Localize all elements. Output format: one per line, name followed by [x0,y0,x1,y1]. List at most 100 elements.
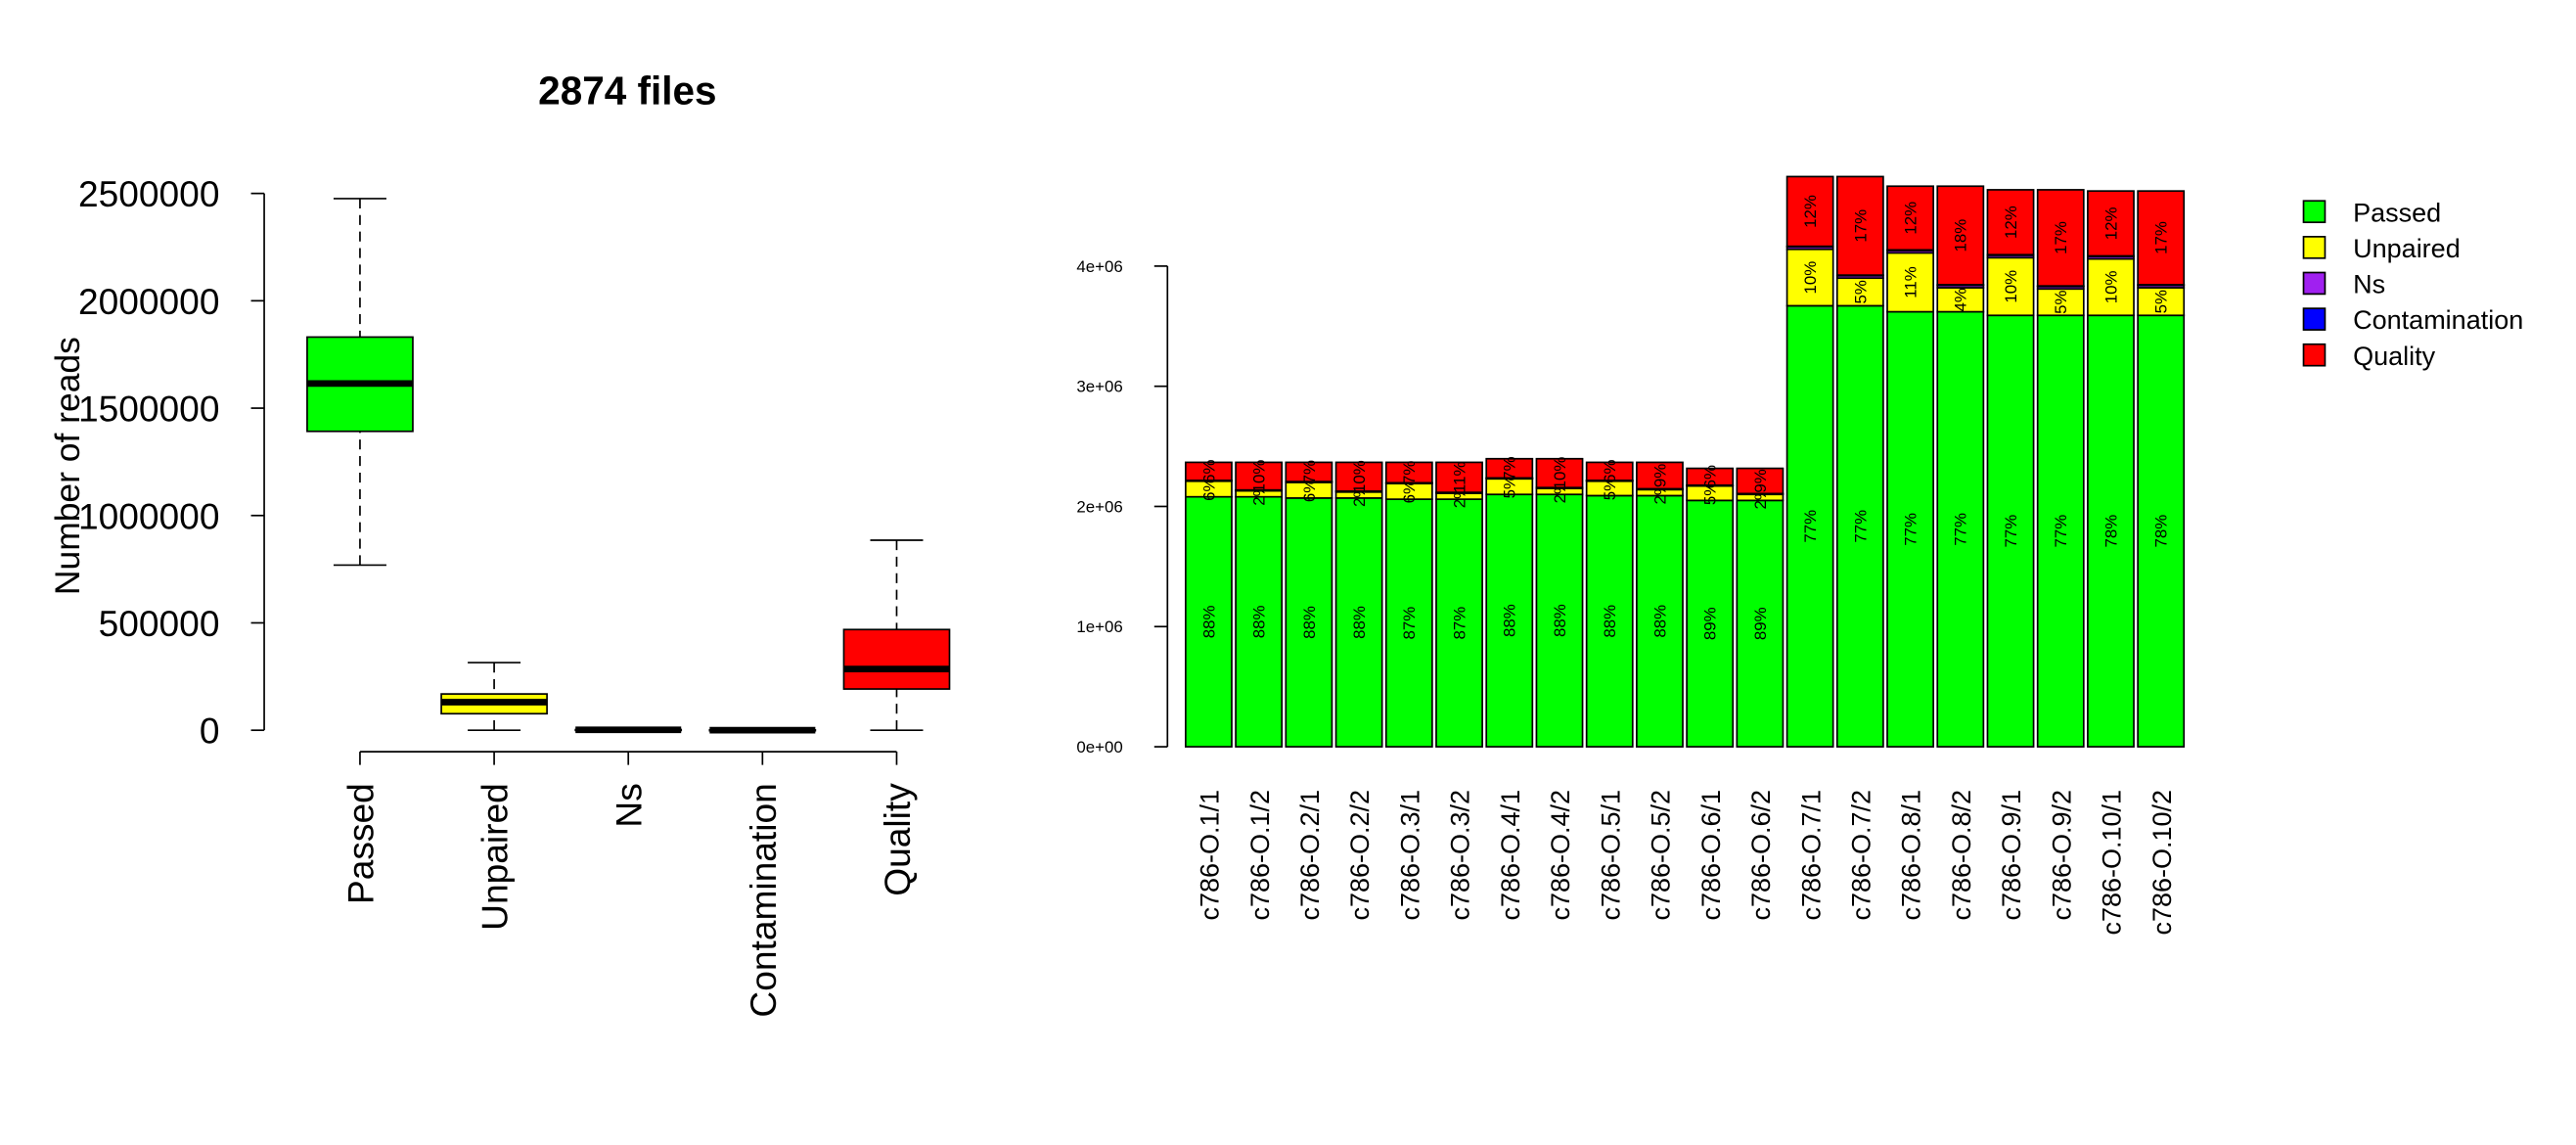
y-tick-label: 1000000 [78,495,220,536]
x-tick-label: c786-O.6/2 [1746,790,1776,921]
percent-label: 4% [1952,288,1970,311]
x-tick-label: c786-O.8/1 [1897,790,1926,921]
x-tick-label: c786-O.5/2 [1647,790,1676,921]
bar-segment [1585,461,1634,481]
x-tick-label: c786-O.7/2 [1846,790,1876,921]
bar-segment [2137,190,2186,286]
bar-segment [1585,494,1634,748]
percent-label: 6% [1300,479,1319,502]
y-tick-label: 3e+06 [1076,378,1122,396]
percent-label: 87% [1450,607,1469,640]
x-tick-label: c786-O.1/2 [1245,790,1275,921]
percent-label: 10% [1250,460,1269,493]
percent-label: 12% [2002,206,2020,239]
x-tick-label: c786-O.2/2 [1345,790,1375,921]
bar-segment [1185,461,1233,481]
bar-segment [1485,493,1534,748]
bar-segment [1835,277,1884,307]
percent-label: 77% [2052,515,2070,548]
percent-label: 6% [1601,459,1619,482]
percent-label: 10% [2101,271,2120,304]
x-tick-label: c786-O.7/1 [1796,790,1826,921]
bar-segment [1636,461,1684,490]
x-tick-label: c786-O.3/1 [1395,790,1424,921]
bar-segment [1686,499,1735,748]
percent-label: 5% [1701,481,1720,505]
x-tick-label: Passed [339,783,381,904]
x-tick-label: c786-O.4/2 [1546,790,1575,921]
y-tick-label: 0e+00 [1076,738,1122,756]
percent-label: 88% [1350,606,1369,639]
bar-segment [2036,189,2085,288]
percent-label: 7% [1501,456,1519,480]
percent-label: 89% [1751,607,1770,640]
x-tick-label: c786-O.1/1 [1196,790,1225,921]
bar-segment [1334,461,1383,492]
percent-label: 5% [1851,280,1870,303]
percent-label: 12% [1801,195,1820,228]
percent-label: 88% [1650,605,1669,638]
percent-label: 88% [1601,605,1619,638]
bar-segment [1785,175,1834,248]
legend-swatch [2302,307,2327,331]
percent-label: 77% [1801,510,1820,543]
y-tick-label: 2500000 [78,173,220,214]
percent-label: 78% [2101,515,2120,548]
percent-label: 77% [1901,513,1920,546]
bar-segment [1835,304,1884,748]
percent-label: 6% [1199,477,1218,500]
percent-label: 12% [1901,202,1920,235]
x-tick-label: c786-O.8/2 [1947,790,1976,921]
x-tick-label: c786-O.6/1 [1696,790,1726,921]
percent-label: 10% [1551,457,1569,490]
percent-label: 18% [1952,219,1970,252]
percent-label: 9% [1650,464,1669,487]
percent-label: 88% [1300,606,1319,639]
percent-label: 6% [1701,465,1720,488]
legend-swatch [2302,271,2327,296]
bar-segment [1936,287,1985,313]
legend-label: Ns [2353,270,2385,299]
legend-swatch [2302,200,2327,224]
bar-segment [1334,497,1383,748]
bar-segment [1736,467,1785,495]
percent-label: 5% [2152,290,2171,313]
percent-label: 5% [1601,477,1619,500]
legend-label: Quality [2353,342,2436,371]
legend-label: Unpaired [2353,234,2461,263]
bar-segment [2036,288,2085,317]
percent-label: 10% [1350,460,1369,493]
bar-segment [1535,493,1584,748]
percent-label: 5% [1501,475,1519,498]
x-tick-label: c786-O.9/2 [2047,790,2076,921]
bar-segment [1986,314,2035,748]
bar-segment [1435,498,1483,748]
percent-label: 88% [1501,604,1519,637]
x-tick-label: Contamination [743,783,784,1017]
bar-segment [2087,257,2135,317]
percent-label: 10% [2002,270,2020,303]
percent-label: 78% [2152,515,2171,548]
percent-label: 17% [2052,221,2070,254]
bar-segment [1636,494,1684,748]
x-tick-label: c786-O.4/1 [1496,790,1525,921]
percent-label: 7% [1400,461,1419,484]
y-tick-label: 1e+06 [1076,618,1122,636]
bar-segment [2087,314,2135,748]
bar-segment [1235,495,1284,748]
bar-segment [1485,457,1534,480]
percent-label: 17% [2152,221,2171,254]
percent-label: 11% [1450,462,1469,494]
chart-title: 2874 files [538,69,716,114]
percent-label: 9% [1751,469,1770,492]
percent-label: 77% [2002,515,2020,548]
percent-label: 89% [1701,607,1720,640]
percent-label: 77% [1952,513,1970,546]
percent-label: 12% [2101,206,2120,240]
bar-segment [1384,498,1433,748]
percent-label: 88% [1250,605,1269,638]
bar-segment [2087,190,2135,257]
bar-segment [1986,256,2035,317]
